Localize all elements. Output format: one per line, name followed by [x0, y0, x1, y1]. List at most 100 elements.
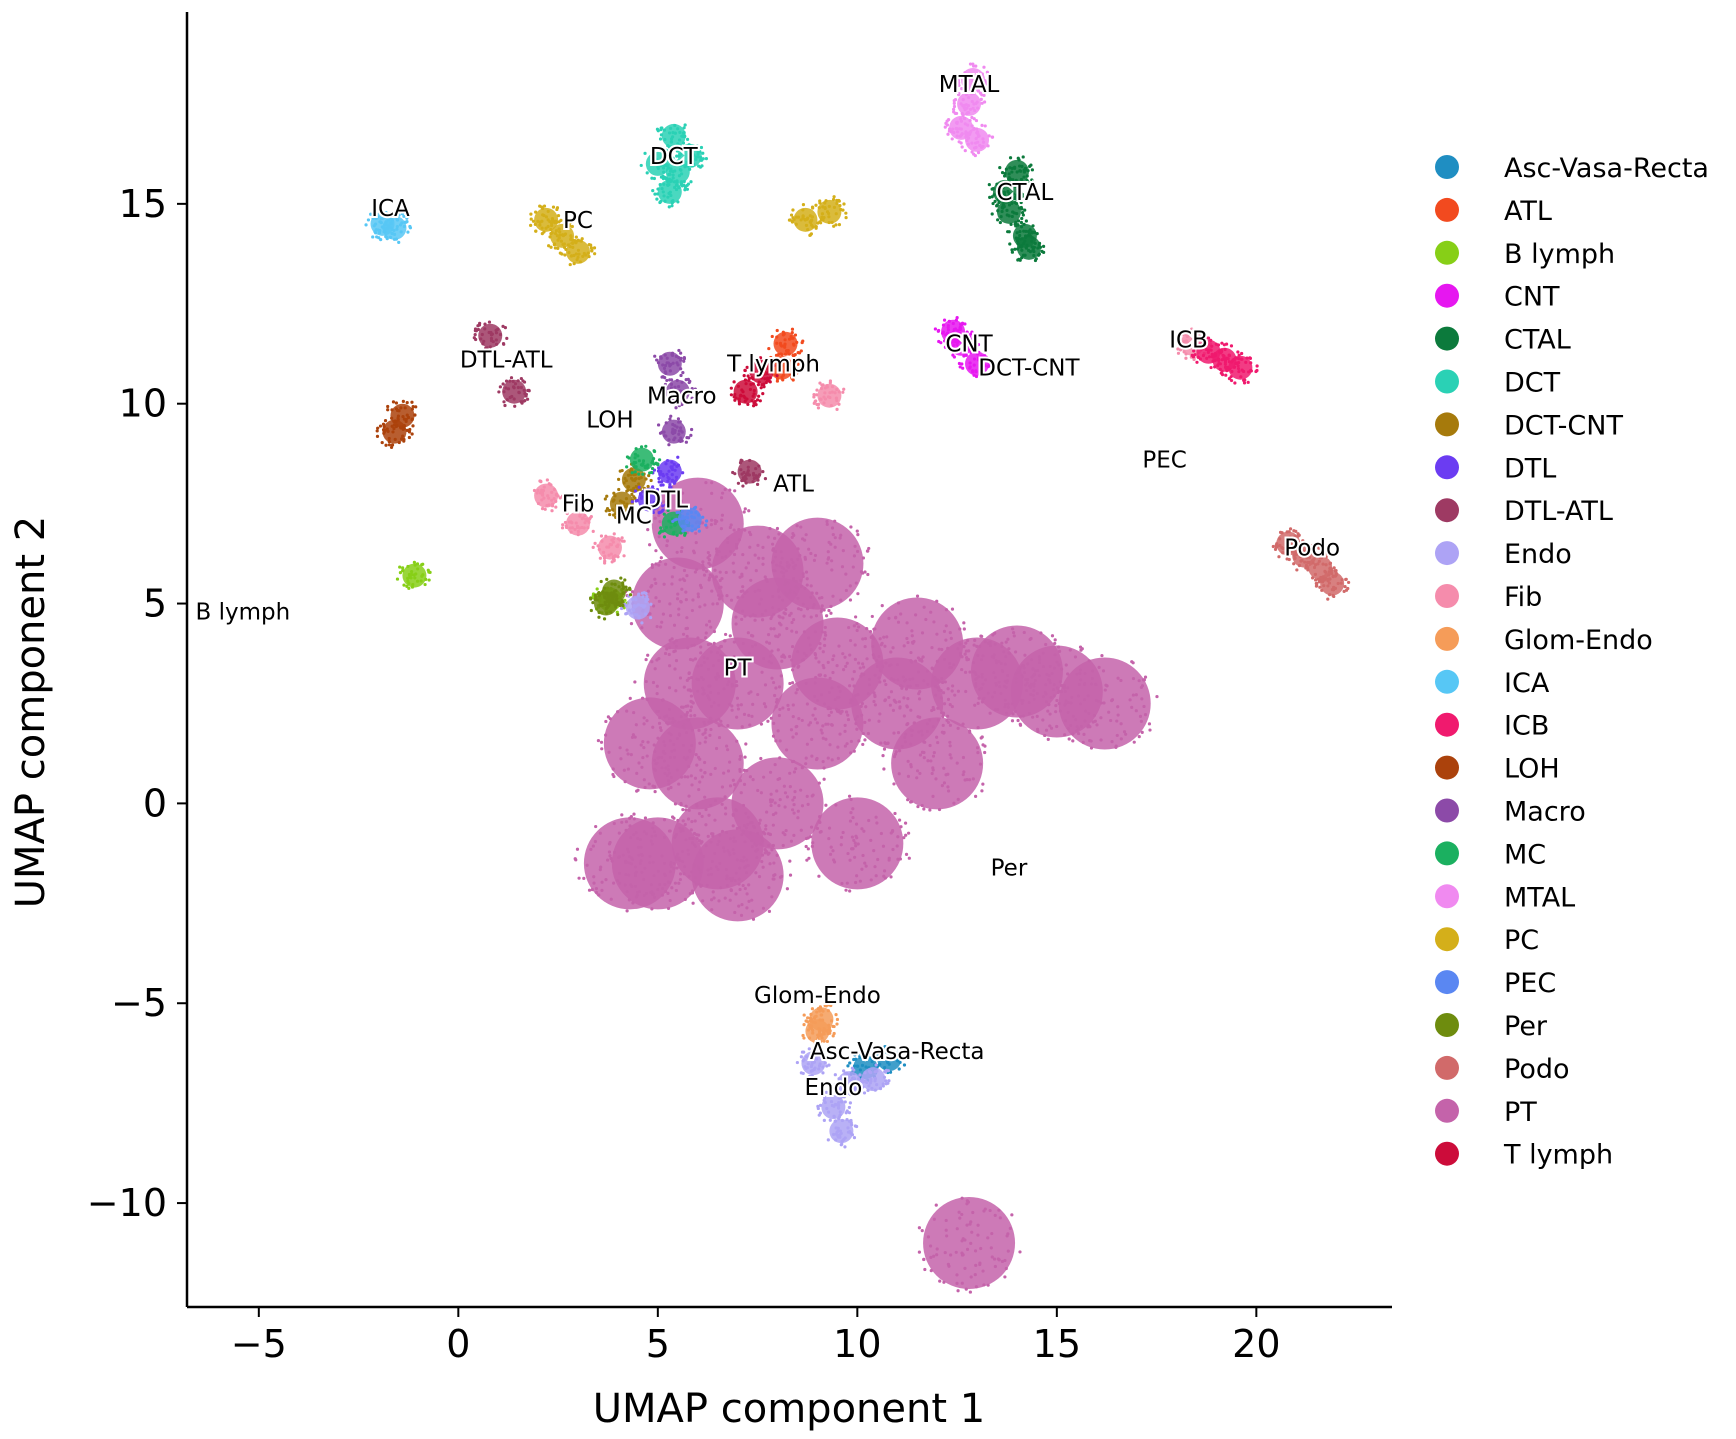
scatter-point	[1067, 737, 1071, 741]
scatter-point	[383, 418, 388, 423]
scatter-point	[1240, 351, 1244, 356]
scatter-point	[980, 123, 984, 127]
scatter-point	[651, 147, 656, 151]
scatter-point	[589, 608, 593, 613]
scatter-point	[811, 797, 904, 890]
scatter-point	[742, 510, 746, 514]
scatter-point	[557, 227, 561, 231]
scatter-point	[818, 381, 822, 385]
scatter-point	[659, 556, 663, 560]
scatter-point	[660, 509, 664, 513]
scatter-point	[605, 494, 609, 498]
scatter-point	[814, 203, 818, 207]
scatter-point	[788, 873, 793, 877]
scatter-point	[817, 199, 842, 224]
scatter-point	[1010, 248, 1014, 252]
scatter-point	[545, 478, 549, 482]
scatter-point	[1029, 163, 1033, 167]
scatter-point	[1046, 737, 1050, 741]
scatter-point	[807, 1047, 811, 1051]
scatter-point	[595, 587, 599, 591]
scatter-point	[628, 696, 632, 700]
scatter-point	[476, 324, 480, 328]
scatter-point	[625, 465, 629, 469]
scatter-point	[917, 1250, 922, 1254]
scatter-point	[1222, 355, 1226, 360]
scatter-point	[394, 401, 398, 405]
scatter-point	[684, 378, 688, 382]
scatter-point	[633, 680, 637, 684]
scatter-point	[834, 1012, 838, 1017]
scatter-point	[801, 203, 806, 207]
scatter-point	[619, 576, 623, 580]
scatter-point	[1242, 381, 1247, 385]
scatter-point	[1015, 238, 1020, 242]
scatter-point	[848, 1101, 852, 1105]
scatter-point	[1224, 373, 1228, 377]
scatter-point	[1023, 208, 1027, 212]
scatter-point	[1015, 198, 1019, 202]
scatter-point	[931, 705, 935, 710]
scatter-point	[956, 1289, 960, 1293]
scatter-point	[682, 183, 686, 187]
scatter-point	[960, 145, 964, 149]
scatter-point	[949, 331, 974, 356]
scatter-point	[624, 612, 628, 616]
scatter-point	[561, 242, 565, 246]
scatter-point	[600, 747, 604, 751]
scatter-point	[662, 535, 667, 539]
scatter-point	[961, 366, 965, 370]
scatter-point	[988, 195, 992, 199]
scatter-point	[801, 1051, 826, 1076]
scatter-point	[681, 632, 686, 636]
scatter-point	[824, 1090, 829, 1094]
scatter-point	[405, 584, 409, 588]
scatter-point	[937, 328, 941, 333]
scatter-point	[657, 458, 662, 462]
scatter-point	[827, 608, 831, 613]
scatter-point	[1019, 205, 1023, 210]
scatter-point	[723, 795, 727, 799]
scatter-point	[703, 795, 707, 799]
scatter-point	[640, 591, 644, 595]
scatter-point	[847, 1111, 852, 1115]
scatter-point	[592, 246, 597, 250]
scatter-point	[981, 743, 985, 747]
scatter-point	[591, 545, 595, 549]
series-b-lymph	[395, 560, 630, 615]
scatter-point	[900, 686, 904, 690]
scatter-point	[683, 775, 687, 779]
scatter-point	[661, 123, 686, 148]
scatter-point	[942, 318, 947, 322]
scatter-point	[640, 621, 644, 625]
scatter-point	[669, 414, 673, 418]
scatter-point	[865, 549, 870, 553]
scatter-point	[1220, 341, 1224, 345]
scatter-point	[1016, 219, 1021, 223]
scatter-point	[604, 719, 608, 724]
scatter-point	[620, 813, 624, 817]
scatter-point	[828, 1118, 832, 1122]
scatter-point	[488, 349, 492, 354]
scatter-point	[943, 680, 947, 684]
scatter-point	[1017, 196, 1021, 200]
scatter-point	[667, 205, 671, 209]
scatter-point	[837, 223, 842, 227]
scatter-point	[816, 221, 820, 225]
scatter-point	[775, 379, 779, 383]
scatter-point	[674, 517, 679, 521]
scatter-point	[922, 1257, 926, 1262]
scatter-point	[620, 536, 624, 540]
series-fib	[532, 327, 1212, 565]
scatter-point	[1229, 378, 1234, 383]
scatter-point	[1100, 653, 1104, 658]
scatter-point	[561, 523, 565, 527]
scatter-point	[633, 489, 638, 493]
scatter-point	[960, 667, 964, 672]
scatter-point	[589, 597, 593, 601]
scatter-point	[671, 169, 675, 174]
scatter-point	[821, 1093, 826, 1097]
scatter-point	[574, 235, 578, 239]
scatter-point	[378, 424, 383, 428]
scatter-point	[960, 362, 964, 366]
